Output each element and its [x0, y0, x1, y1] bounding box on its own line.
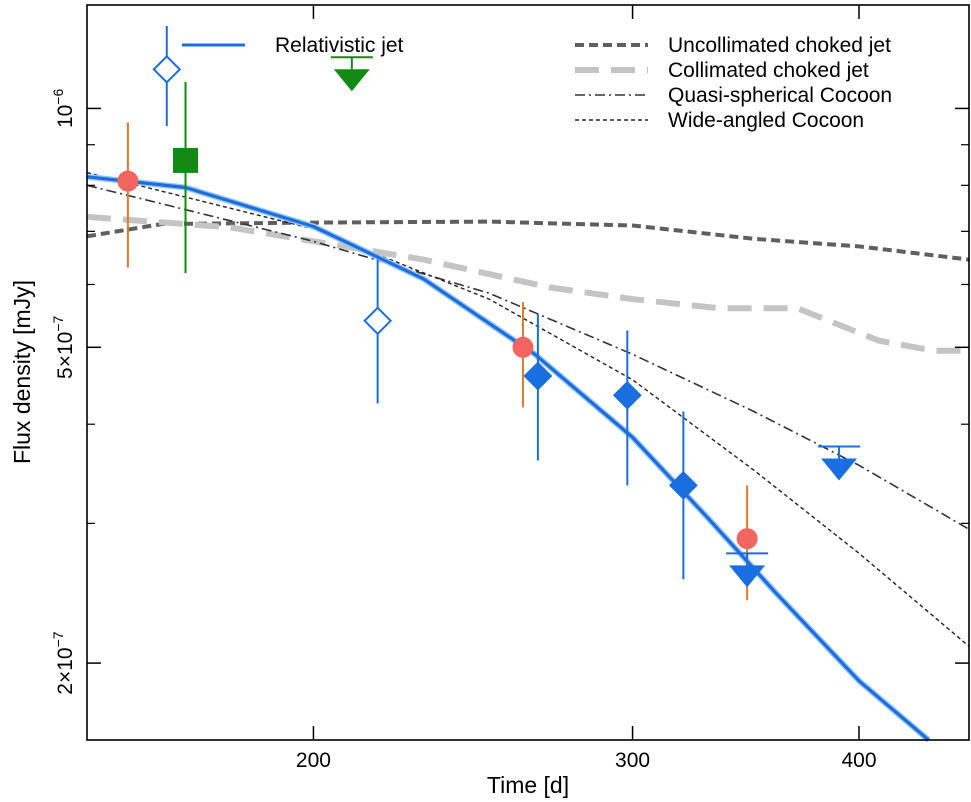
series-line-quasi-spherical-cocoon	[86, 184, 970, 530]
data-point-square	[173, 147, 199, 173]
y-tick-label: 5×10−7	[50, 315, 77, 378]
x-tick-label: 200	[296, 749, 331, 772]
data-point-circle	[512, 336, 534, 358]
data-point-diamond-open	[363, 306, 393, 336]
legend-label-wide-angled-cocoon: Wide-angled Cocoon	[668, 109, 864, 132]
y-axis-label: Flux density [mJy]	[9, 280, 35, 464]
plot-frame	[86, 4, 970, 741]
upper-limit-arrow	[729, 565, 766, 588]
data-point-diamond	[523, 361, 553, 391]
data-point-diamond-open	[152, 54, 182, 84]
series-line-uncollimated-choked-jet	[86, 219, 970, 262]
data-point-circle	[736, 528, 758, 550]
data-point-diamond	[668, 470, 698, 500]
x-tick-label: 300	[615, 749, 650, 772]
upper-limit-arrow	[333, 69, 370, 92]
upper-limit-arrow	[821, 458, 858, 481]
legend-label-relativistic-jet: Relativistic jet	[275, 34, 404, 57]
y-tick-label: 10−6	[50, 89, 77, 129]
legend-label-uncollimated-choked-jet: Uncollimated choked jet	[668, 34, 891, 57]
y-tick-label: 2×10−7	[50, 631, 77, 694]
x-axis-label: Time [d]	[487, 772, 569, 798]
legend: Relativistic jet Uncollimated choked jetC…	[182, 34, 892, 132]
legend-label-collimated-choked-jet: Collimated choked jet	[668, 59, 869, 82]
data-point-circle	[117, 170, 139, 192]
axis-ticks: 200 300 400 10−6 5×10−7 2×10−7	[50, 5, 969, 772]
legend-label-quasi-spherical-cocoon: Quasi-spherical Cocoon	[668, 84, 892, 107]
x-tick-label: 400	[841, 749, 876, 772]
observation-markers	[117, 26, 861, 601]
series-line-relativistic-jet	[86, 175, 930, 742]
series-line-collimated-choked-jet	[86, 213, 969, 354]
model-curves	[86, 171, 970, 743]
data-point-diamond	[612, 380, 642, 410]
